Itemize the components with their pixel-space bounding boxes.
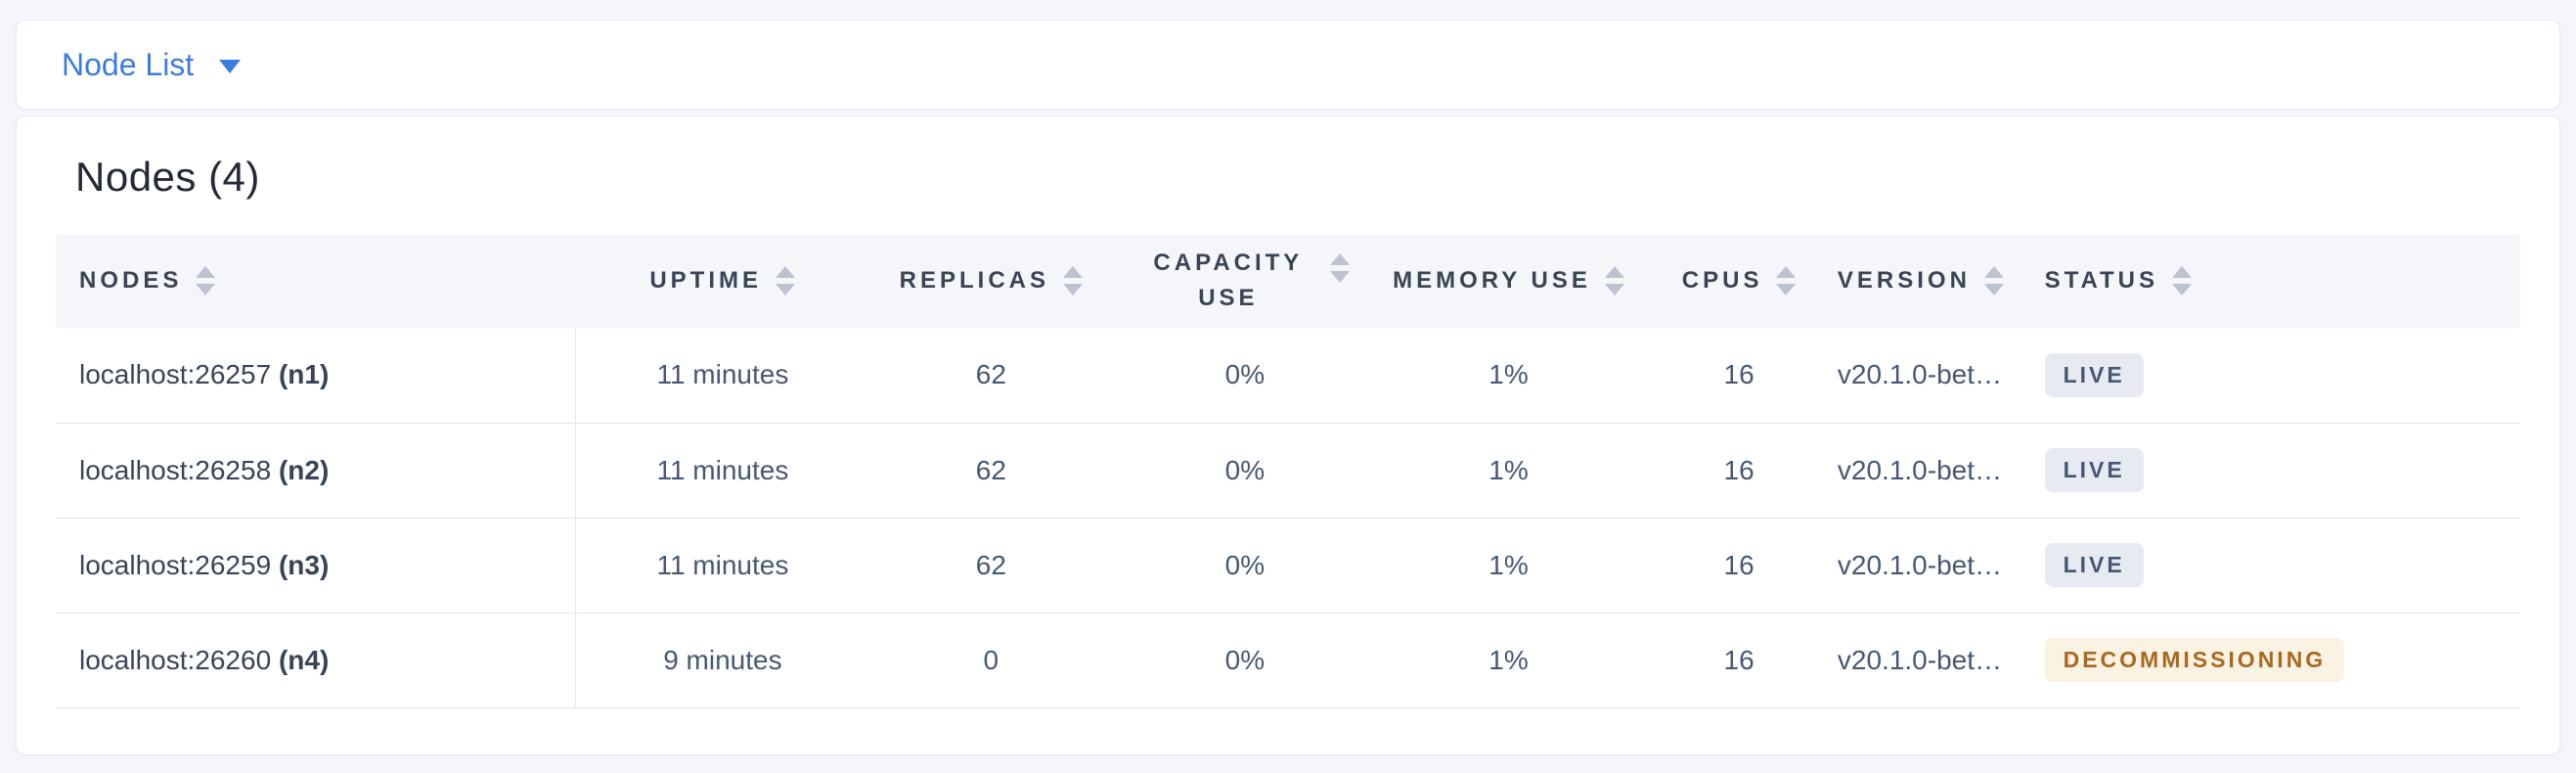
- version-cell: v20.1.0-bet…: [1837, 644, 2003, 675]
- uptime-cell: 11 minutes: [656, 359, 789, 390]
- status-badge: LIVE: [2044, 448, 2144, 492]
- cpus-cell: 16: [1723, 454, 1754, 485]
- status-badge: DECOMMISSIONING: [2044, 638, 2345, 682]
- sort-icon: [775, 266, 795, 296]
- column-label: Version: [1837, 267, 1971, 294]
- sort-icon: [1983, 266, 2004, 296]
- node-id: (n3): [278, 549, 330, 580]
- sort-icon: [196, 266, 216, 296]
- memory-use-cell: 1%: [1488, 454, 1529, 485]
- table-header-row: Nodes Uptime Replicas: [56, 234, 2520, 328]
- view-selector-bar: Node List: [16, 20, 2560, 110]
- memory-use-cell: 1%: [1488, 644, 1529, 675]
- column-header-memory-use[interactable]: Memory Use: [1377, 234, 1641, 328]
- node-address-cell[interactable]: localhost:26258 (n2): [56, 423, 577, 518]
- cpus-cell: 16: [1723, 359, 1754, 390]
- node-address-cell[interactable]: localhost:26260 (n4): [56, 613, 577, 707]
- page-title: Nodes (4): [75, 154, 260, 200]
- version-cell: v20.1.0-bet…: [1837, 549, 2003, 580]
- version-cell: v20.1.0-bet…: [1837, 454, 2003, 485]
- column-label: Uptime: [649, 267, 762, 294]
- uptime-cell: 9 minutes: [663, 644, 782, 675]
- table-header: Nodes Uptime Replicas: [56, 234, 2520, 328]
- capacity-use-cell: 0%: [1224, 454, 1266, 485]
- view-selector-label: Node List: [62, 46, 195, 82]
- column-header-version[interactable]: Version: [1838, 234, 2045, 328]
- replicas-cell: 0: [983, 644, 999, 675]
- uptime-cell: 11 minutes: [656, 454, 789, 485]
- cpus-cell: 16: [1723, 549, 1754, 580]
- status-badge: LIVE: [2044, 352, 2144, 397]
- table-row[interactable]: localhost:26257 (n1) 11 minutes 62 0% 1%…: [56, 328, 2520, 423]
- column-label: CPUs: [1681, 267, 1763, 294]
- version-cell: v20.1.0-bet…: [1837, 359, 2003, 390]
- node-id: (n4): [278, 644, 330, 675]
- memory-use-cell: 1%: [1488, 549, 1529, 580]
- column-header-capacity-use[interactable]: Capacity Use: [1113, 234, 1377, 328]
- cpus-cell: 16: [1723, 644, 1754, 675]
- column-label: Replicas: [899, 267, 1049, 294]
- column-label: Capacity Use: [1153, 250, 1304, 311]
- column-label: Memory Use: [1393, 267, 1591, 294]
- node-list-table: Nodes Uptime Replicas: [56, 234, 2520, 708]
- nodes-panel: Nodes (4) Nodes Uptime: [16, 115, 2560, 755]
- sort-icon: [1063, 266, 1083, 296]
- uptime-cell: 11 minutes: [656, 549, 789, 580]
- memory-use-cell: 1%: [1488, 359, 1529, 390]
- capacity-use-cell: 0%: [1224, 644, 1266, 675]
- node-address: localhost:26259: [79, 549, 272, 580]
- caret-down-icon: [219, 60, 242, 73]
- status-cell: LIVE: [2044, 328, 2520, 423]
- status-cell: DECOMMISSIONING: [2044, 613, 2520, 707]
- replicas-cell: 62: [975, 549, 1006, 580]
- capacity-use-cell: 0%: [1224, 549, 1266, 580]
- view-selector-dropdown[interactable]: Node List: [62, 46, 242, 83]
- node-id: (n1): [278, 359, 330, 390]
- replicas-cell: 62: [975, 359, 1006, 390]
- status-badge: LIVE: [2044, 543, 2144, 587]
- table-row[interactable]: localhost:26260 (n4) 9 minutes 0 0% 1% 1…: [56, 613, 2520, 707]
- sort-icon: [2172, 266, 2193, 296]
- capacity-use-cell: 0%: [1224, 359, 1266, 390]
- node-address-cell[interactable]: localhost:26259 (n3): [56, 518, 577, 613]
- column-header-cpus[interactable]: CPUs: [1640, 234, 1838, 328]
- replicas-cell: 62: [975, 454, 1006, 485]
- table-row[interactable]: localhost:26259 (n3) 11 minutes 62 0% 1%…: [56, 518, 2520, 613]
- column-header-status[interactable]: Status: [2045, 234, 2520, 328]
- node-id: (n2): [278, 454, 330, 485]
- status-cell: LIVE: [2044, 518, 2520, 613]
- node-table-body: localhost:26257 (n1) 11 minutes 62 0% 1%…: [56, 328, 2520, 707]
- table-row[interactable]: localhost:26258 (n2) 11 minutes 62 0% 1%…: [56, 423, 2520, 518]
- node-address-cell[interactable]: localhost:26257 (n1): [56, 328, 577, 423]
- node-address: localhost:26257: [79, 359, 272, 390]
- sort-icon: [1329, 253, 1350, 283]
- column-header-nodes[interactable]: Nodes: [56, 234, 576, 328]
- sort-icon: [1776, 266, 1797, 296]
- column-label: Status: [2044, 267, 2159, 294]
- column-header-uptime[interactable]: Uptime: [576, 234, 869, 328]
- column-header-replicas[interactable]: Replicas: [869, 234, 1113, 328]
- node-address: localhost:26258: [79, 454, 272, 485]
- status-cell: LIVE: [2044, 423, 2520, 518]
- sort-icon: [1604, 266, 1624, 296]
- column-label: Nodes: [79, 267, 183, 294]
- node-address: localhost:26260: [79, 644, 272, 675]
